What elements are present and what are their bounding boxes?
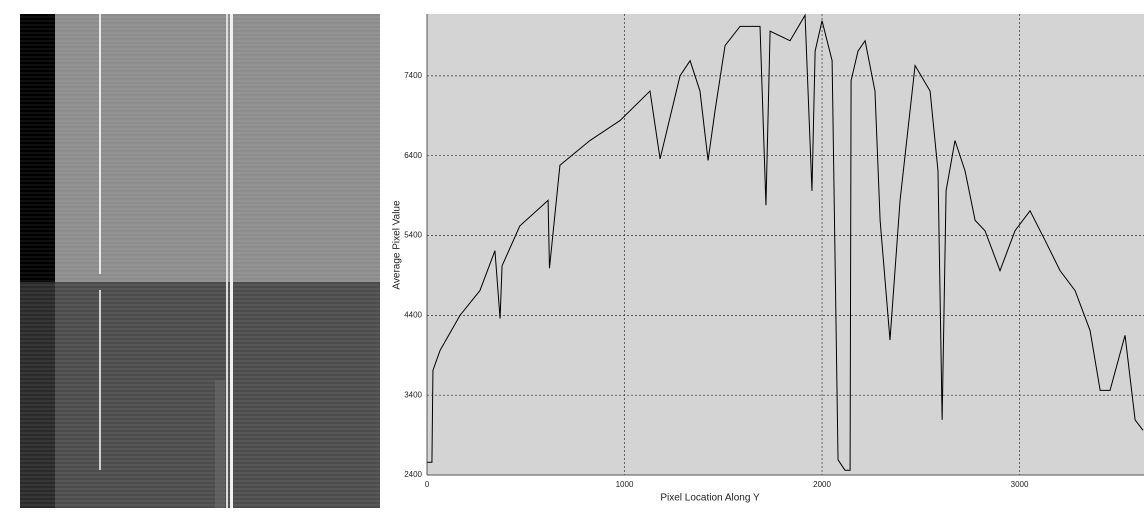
x-tick-label: 1000 [616,480,634,489]
data-line [427,13,1144,471]
y-tick-label: 4400 [404,310,422,319]
y-tick-label: 5400 [404,231,422,240]
x-tick-label: 2000 [813,480,831,489]
x-axis-label: Pixel Location Along Y [660,493,760,504]
y-tick-label: 2400 [404,470,422,479]
detector-image [20,14,380,508]
y-tick-label: 7400 [404,71,422,80]
plot-area [427,14,1144,475]
x-tick-label: 0 [425,480,430,489]
x-tick-label: 3000 [1011,480,1029,489]
y-tick-label: 3400 [404,390,422,399]
y-axis-label: Average Pixel Value [392,200,403,290]
y-tick-label: 6400 [404,151,422,160]
